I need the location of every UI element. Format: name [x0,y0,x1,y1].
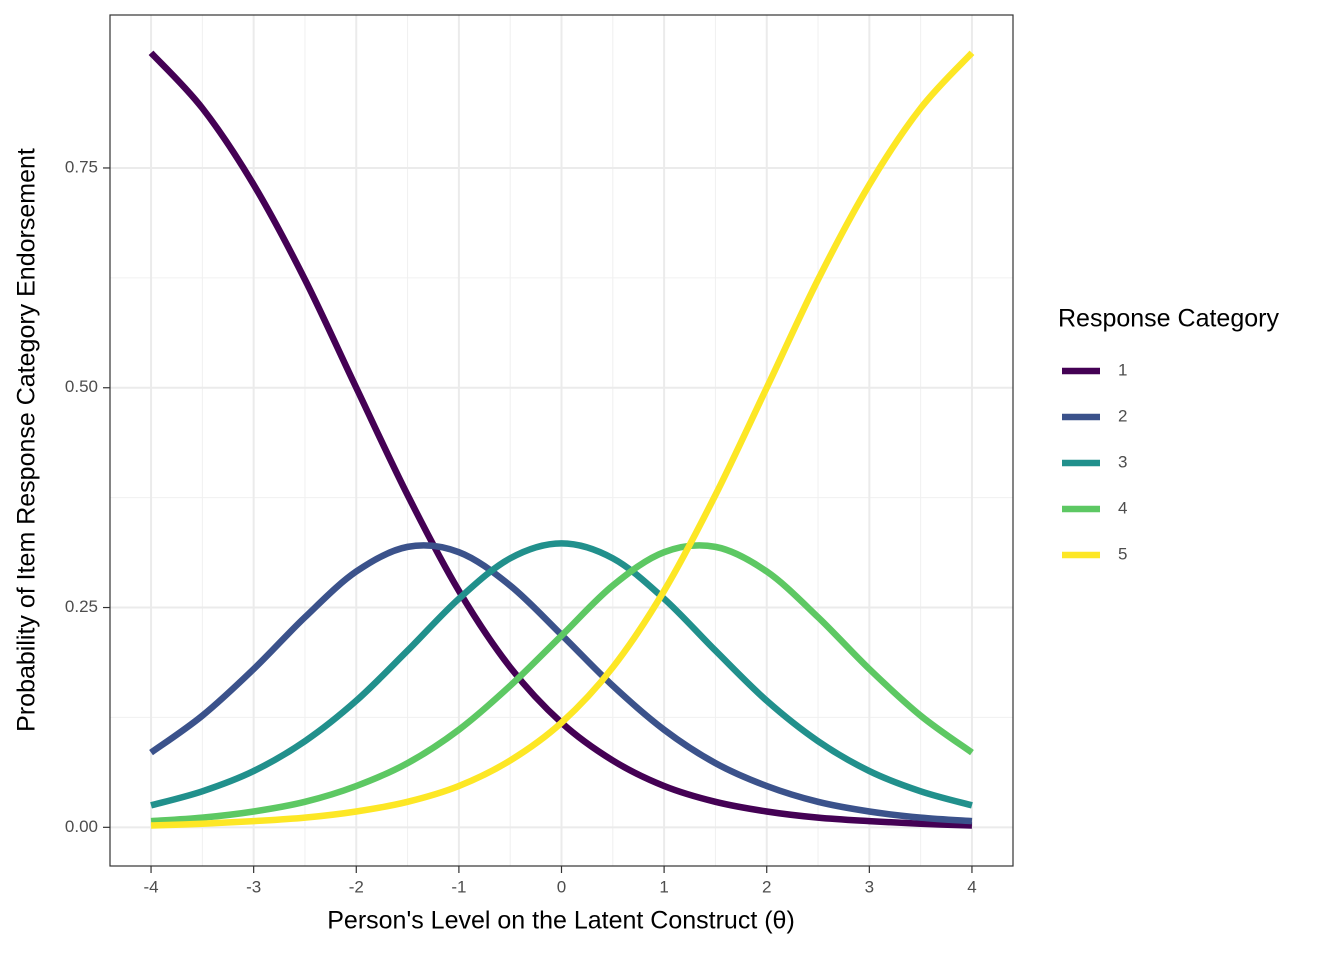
x-tick-label: -1 [451,877,466,896]
y-tick-label: 0.25 [65,597,98,616]
legend-label: 2 [1118,406,1127,425]
x-tick-label: 1 [659,877,668,896]
series-line [150,542,974,825]
x-tick-label: 4 [967,877,976,896]
x-tick-label: -2 [349,877,364,896]
legend-label: 3 [1118,452,1127,471]
series-line [148,50,973,829]
grid [110,15,1013,866]
x-tick-label: -3 [246,877,261,896]
legend-label: 5 [1118,544,1127,563]
x-tick-label: 3 [865,877,874,896]
plot-lines [148,50,975,829]
y-tick-label: 0.75 [65,157,98,176]
x-tick-label: 0 [557,877,566,896]
x-tick-label: 2 [762,877,771,896]
legend-label: 1 [1118,360,1127,379]
series-line [150,50,975,829]
legend-title: Response Category [1058,305,1279,333]
x-tick-label: -4 [143,877,158,896]
y-tick-label: 0.50 [65,377,98,396]
y-axis-title: Probability of Item Response Category En… [13,148,41,732]
series-line [150,540,973,809]
legend-label: 4 [1118,498,1127,517]
x-axis-title: Person's Level on the Latent Construct (… [327,907,795,935]
y-tick-label: 0.00 [65,817,98,836]
